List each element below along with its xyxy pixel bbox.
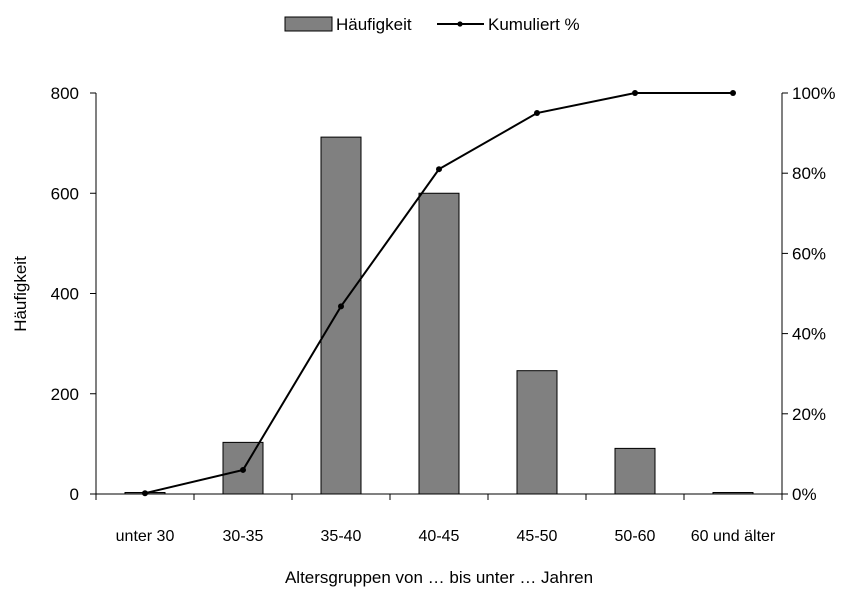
left-tick-label: 800	[51, 84, 79, 103]
bar-series	[124, 136, 754, 495]
right-axis-ticks: 0% 20% 40% 60% 80% 100%	[782, 84, 835, 504]
legend-line-marker	[457, 21, 463, 27]
x-tick-label: 50-60	[615, 528, 656, 545]
x-tick-label: 60 und älter	[691, 528, 776, 545]
legend-bar-label: Häufigkeit	[336, 15, 412, 34]
x-axis-label: Altersgruppen von … bis unter … Jahren	[285, 568, 593, 587]
x-tick-label: 40-45	[419, 528, 460, 545]
right-tick-label: 60%	[792, 244, 826, 263]
x-tick-label: 45-50	[517, 528, 558, 545]
right-tick-label: 100%	[792, 84, 835, 103]
left-tick-label: 400	[51, 285, 79, 304]
right-tick-label: 20%	[792, 405, 826, 424]
line-point	[730, 90, 736, 96]
line-point	[338, 303, 344, 310]
bar	[712, 491, 754, 495]
x-tick-label: 35-40	[321, 528, 362, 545]
line-point	[142, 490, 148, 497]
left-tick-label: 0	[70, 485, 79, 504]
legend: Häufigkeit Kumuliert %	[284, 15, 580, 34]
line-point	[534, 110, 540, 117]
left-tick-label: 200	[51, 385, 79, 404]
left-axis-ticks: 0 200 400 600 800	[51, 84, 96, 504]
x-tick-label: unter 30	[116, 528, 175, 545]
left-tick-label: 600	[51, 184, 79, 203]
x-axis-tick-labels: unter 30 30-35 35-40 40-45 45-50 50-60 60 und …	[95, 494, 783, 545]
right-tick-label: 40%	[792, 325, 826, 344]
legend-bar-swatch	[284, 16, 333, 32]
bar	[418, 192, 460, 495]
line-point	[436, 166, 442, 173]
right-tick-label: 0%	[792, 485, 817, 504]
line-series	[142, 90, 736, 497]
legend-line-label: Kumuliert %	[488, 15, 580, 34]
line-point	[632, 90, 638, 96]
bar	[614, 447, 656, 495]
y-axis-label: Häufigkeit	[11, 256, 30, 332]
bar	[320, 136, 362, 495]
right-tick-label: 80%	[792, 164, 826, 183]
line-point	[240, 466, 246, 473]
bar	[516, 370, 558, 495]
x-tick-label: 30-35	[223, 528, 264, 545]
